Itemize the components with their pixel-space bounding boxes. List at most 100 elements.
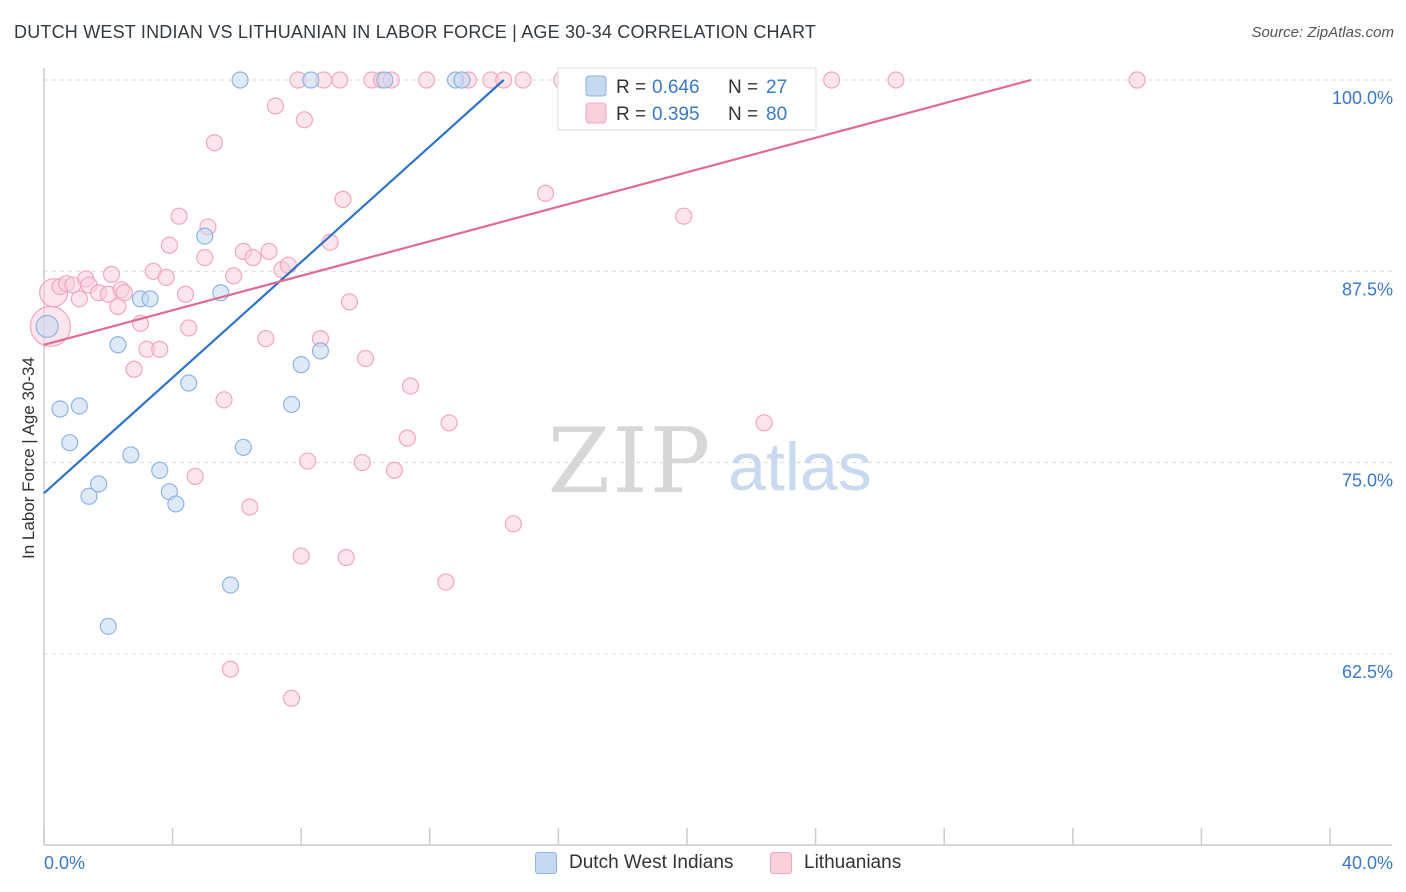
dutch-west-indians-point-7	[109, 336, 127, 354]
lithuanians-point-29	[221, 660, 240, 678]
legend-label-lithuanians: Lithuanians	[804, 852, 902, 873]
legend-item-lithuanians: Lithuanians	[770, 852, 901, 874]
legend-r-value-1: 0.646	[652, 77, 700, 98]
lithuanians-point-39	[282, 689, 301, 707]
dutch-west-indians-points	[35, 71, 471, 635]
y-tick-label-3: 100.0%	[1332, 88, 1393, 108]
lithuanians-point-5	[70, 290, 88, 308]
legend-n-value-1: 27	[766, 77, 787, 98]
lithuanians-point-51	[353, 454, 371, 472]
lithuanians-point-59	[417, 71, 436, 89]
lithuanians-point-74	[755, 414, 773, 432]
lithuanians-trendline	[43, 78, 1032, 346]
legend-swatch-dutch-west-indians	[535, 852, 557, 874]
lithuanians-point-34	[257, 330, 275, 348]
lithuanians-point-27	[205, 134, 223, 152]
legend-label-dutch-west-indians: Dutch West Indians	[569, 852, 734, 873]
dutch-west-indians-point-20	[282, 395, 301, 414]
legend-item-dutch-west-indians: Dutch West Indians	[535, 852, 733, 874]
lithuanians-point-38	[279, 256, 297, 274]
legend-r-value-2: 0.395	[652, 104, 700, 125]
dutch-west-indians-point-1	[51, 400, 69, 418]
lithuanians-point-13	[115, 284, 133, 302]
dutch-west-indians-point-0	[35, 314, 59, 338]
chart-title: DUTCH WEST INDIAN VS LITHUANIAN IN LABOR…	[14, 22, 817, 42]
lithuanians-point-23	[180, 319, 198, 337]
legend-r-label-2: R =	[616, 104, 651, 125]
gridlines	[44, 79, 1392, 655]
lithuanians-point-14	[125, 360, 143, 378]
lithuanians-point-41	[292, 547, 310, 565]
lithuanians-point-18	[151, 340, 169, 358]
lithuanians-point-50	[340, 293, 359, 311]
lithuanians-point-52	[356, 349, 375, 368]
dutch-west-indians-point-2	[61, 434, 79, 452]
lithuanians-point-25	[196, 248, 214, 267]
dutch-west-indians-point-11	[151, 461, 169, 479]
y-axis-label: In Labor Force | Age 30-34	[19, 357, 38, 559]
y-tick-label-0: 62.5%	[1342, 662, 1393, 682]
source-label: Source: ZipAtlas.com	[1251, 24, 1394, 41]
lithuanians-point-28	[215, 391, 233, 409]
dutch-west-indians-point-26	[453, 71, 471, 89]
lithuanians-point-57	[398, 429, 416, 447]
lithuanians-point-20	[160, 236, 178, 254]
lithuanians-point-73	[675, 207, 693, 225]
lithuanians-points	[29, 71, 1146, 707]
lithuanians-point-58	[401, 377, 420, 395]
legend-n-label-2: N =	[728, 104, 763, 125]
dutch-west-indians-point-22	[302, 71, 320, 89]
lithuanians-point-32	[244, 248, 262, 267]
dutch-west-indians-point-5	[90, 475, 108, 493]
dutch-west-indians-point-15	[196, 227, 214, 245]
dutch-west-indians-point-14	[180, 374, 198, 392]
dutch-west-indians-point-13	[167, 495, 185, 513]
watermark: ZIP atlas	[548, 409, 872, 514]
lithuanians-point-19	[157, 268, 175, 287]
legend-swatch-blue	[585, 75, 607, 97]
dutch-west-indians-point-8	[122, 446, 140, 464]
lithuanians-point-49	[337, 548, 355, 567]
dutch-west-indians-point-23	[311, 342, 330, 360]
x-tick-label-min: 0.0%	[44, 853, 85, 873]
watermark-zip: ZIP	[548, 409, 713, 514]
dutch-west-indians-point-19	[234, 438, 252, 456]
dutch-west-indians-point-24	[376, 71, 394, 89]
legend-n-value-2: 80	[766, 104, 787, 125]
lithuanians-point-24	[186, 467, 204, 485]
dutch-west-indians-point-6	[99, 617, 117, 635]
legend-swatch-lithuanians	[770, 852, 792, 874]
watermark-atlas: atlas	[728, 429, 872, 505]
lithuanians-point-36	[266, 97, 285, 115]
lithuanians-point-60	[437, 573, 455, 591]
lithuanians-point-21	[170, 207, 188, 225]
lithuanians-point-35	[260, 242, 278, 261]
lithuanians-point-48	[334, 190, 352, 208]
dutch-west-indians-point-4	[80, 487, 98, 505]
axes	[43, 68, 1392, 846]
legend-r-label-1: R =	[616, 77, 651, 98]
trendlines	[43, 78, 1032, 495]
legend-swatch-pink	[585, 102, 607, 124]
dutch-west-indians-point-18	[231, 71, 249, 89]
lithuanians-point-10	[102, 265, 121, 283]
lithuanians-point-67	[536, 184, 555, 202]
lithuanians-point-66	[514, 71, 532, 89]
lithuanians-point-22	[176, 285, 195, 303]
lithuanians-point-78	[887, 71, 905, 89]
stats-legend: R = 0.646 N = 27 R = 0.395 N = 80	[557, 67, 817, 131]
lithuanians-point-43	[299, 452, 317, 470]
lithuanians-point-65	[504, 515, 522, 533]
lithuanians-point-56	[385, 461, 404, 479]
x-tick-label-max: 40.0%	[1342, 853, 1393, 873]
dutch-west-indians-point-17	[221, 576, 240, 594]
tick-labels: 62.5% 75.0% 87.5% 100.0% 0.0% 40.0%	[44, 88, 1393, 873]
lithuanians-point-30	[225, 267, 243, 285]
dutch-west-indians-point-3	[70, 397, 88, 415]
dutch-west-indians-trendline	[43, 79, 505, 495]
lithuanians-point-33	[241, 498, 259, 516]
y-tick-label-1: 75.0%	[1342, 471, 1393, 491]
lithuanians-point-77	[823, 71, 841, 89]
lithuanians-point-47	[331, 71, 349, 89]
